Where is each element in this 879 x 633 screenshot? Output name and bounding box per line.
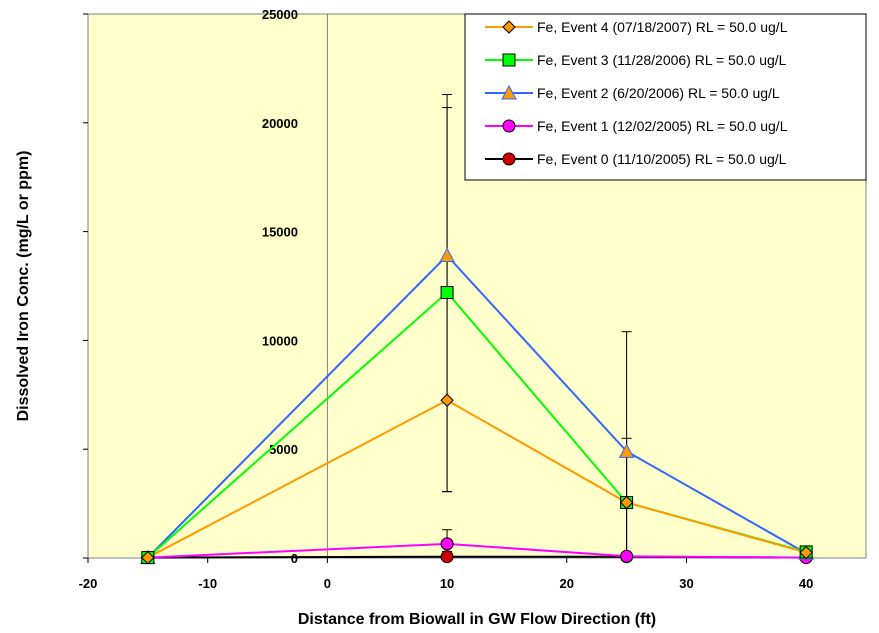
series-line [147, 399, 807, 559]
y-tick-label: 25000 [262, 7, 298, 22]
legend-label: Fe, Event 4 (07/18/2007) RL = 50.0 ug/L [537, 19, 788, 35]
data-point [439, 247, 455, 263]
data-point [620, 549, 634, 563]
legend-swatch-marker [502, 119, 516, 133]
legend-swatch-marker [502, 53, 516, 67]
series-line [147, 254, 807, 559]
data-point [440, 286, 454, 300]
series-markers [140, 247, 814, 565]
legend-label: Fe, Event 3 (11/28/2006) RL = 50.0 ug/L [537, 52, 787, 68]
legend: Fe, Event 4 (07/18/2007) RL = 50.0 ug/L F… [464, 13, 867, 181]
x-axis-ticks: -20 -10 0 10 20 30 40 [79, 558, 813, 591]
y-tick-label: 10000 [262, 333, 298, 348]
data-point [618, 443, 635, 458]
x-axis-title: Distance from Biowall in GW Flow Directi… [298, 611, 656, 628]
legend-label: Fe, Event 2 (6/20/2006) RL = 50.0 ug/L [537, 85, 780, 101]
x-tick-label: -20 [79, 576, 98, 591]
legend-label: Fe, Event 1 (12/02/2005) RL = 50.0 ug/L [537, 118, 788, 134]
legend-swatch-marker [502, 152, 516, 166]
y-axis-title: Dissolved Iron Conc. (mg/L or ppm) [15, 151, 32, 422]
y-tick-label: 0 [291, 551, 298, 566]
data-point [799, 545, 813, 560]
data-point [141, 550, 155, 565]
series-line [147, 542, 807, 559]
legend-swatch-marker [502, 20, 516, 34]
data-point [440, 393, 454, 407]
legend-swatch-marker [501, 84, 517, 100]
series-lines [147, 254, 807, 559]
x-tick-label: 40 [799, 576, 813, 591]
y-tick-label: 5000 [269, 442, 298, 457]
data-point [619, 495, 634, 510]
x-tick-label: 0 [324, 576, 331, 591]
y-tick-label: 20000 [262, 116, 298, 131]
data-point [440, 537, 454, 551]
x-tick-label: 10 [440, 576, 454, 591]
x-tick-label: -10 [198, 576, 217, 591]
y-tick-label: 15000 [262, 225, 298, 240]
y-axis-ticks: 0 5000 10000 15000 20000 25000 [83, 7, 298, 566]
x-tick-label: 20 [560, 576, 574, 591]
data-point [440, 550, 454, 564]
legend-label: Fe, Event 0 (11/10/2005) RL = 50.0 ug/L [537, 151, 787, 167]
legend-box [464, 13, 867, 181]
x-tick-label: 30 [679, 576, 693, 591]
